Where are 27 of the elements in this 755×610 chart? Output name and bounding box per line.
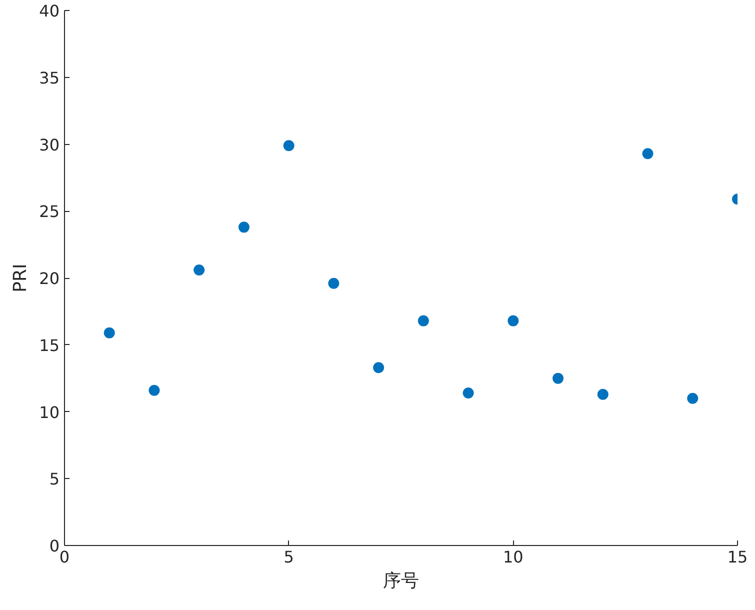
point [283,140,294,152]
point [597,388,608,400]
y-tick-label: 15 [39,336,60,355]
point [104,327,115,338]
x-tick-label: 10 [502,548,524,566]
point [238,222,250,233]
point [148,384,160,396]
x-axis-title: 序号 [383,570,419,592]
y-tick-label: 35 [39,68,60,88]
y-tick-label: 10 [39,402,60,422]
point [642,148,654,160]
y-tick-label: 5 [49,470,60,489]
point [508,315,519,326]
point [328,278,340,289]
point [462,388,474,399]
y-tick-label: 30 [39,135,60,154]
y-tick-label: 25 [39,202,60,222]
y-tick-label: 20 [39,269,60,288]
point [373,362,384,374]
point [687,392,698,404]
y-tick-label: 40 [39,2,60,20]
point [552,372,564,384]
point [418,315,429,326]
y-axis-title: PRI [10,264,32,292]
x-tick-label: 5 [284,548,294,566]
point [194,264,205,276]
x-tick-label: 15 [727,548,748,566]
